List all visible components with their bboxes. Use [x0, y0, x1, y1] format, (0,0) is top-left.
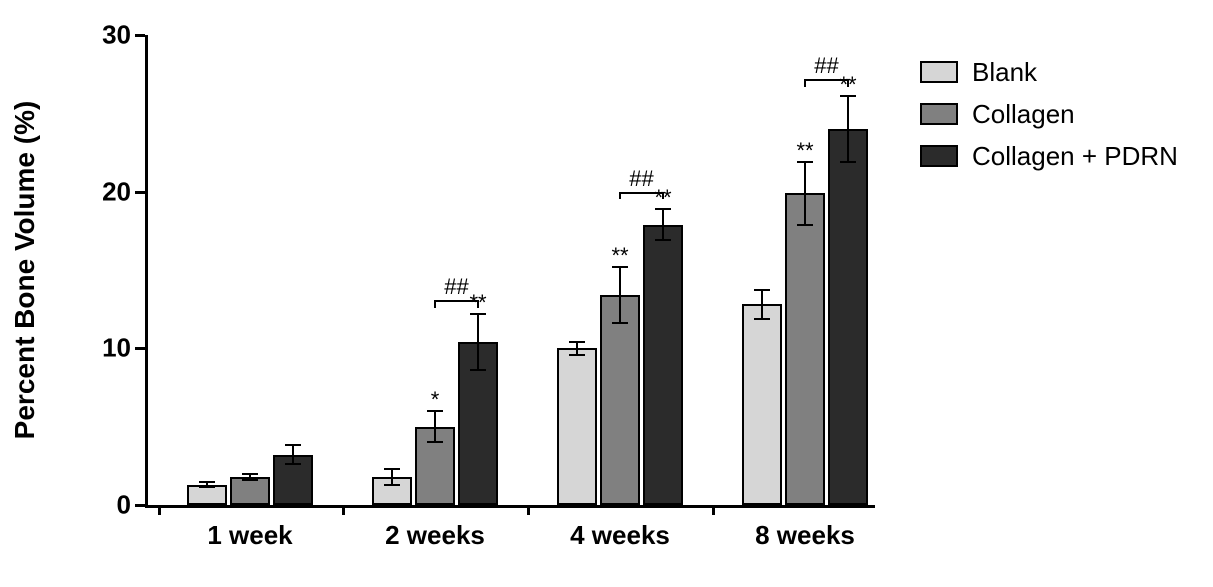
y-tick: [135, 504, 145, 507]
error-bar: [847, 96, 849, 162]
bracket: [804, 79, 806, 87]
error-bar: [477, 314, 479, 370]
error-cap: [754, 289, 770, 291]
legend-label: Collagen + PDRN: [972, 141, 1178, 172]
x-category-label: 4 weeks: [570, 520, 670, 551]
y-tick-label: 0: [71, 490, 131, 521]
error-cap: [285, 444, 301, 446]
error-cap: [655, 239, 671, 241]
bracket: [477, 300, 479, 308]
legend-item: Collagen + PDRN: [920, 139, 1178, 173]
x-category-label: 1 week: [207, 520, 292, 551]
bar-collagen: [600, 295, 640, 505]
legend-swatch: [920, 103, 958, 125]
significance-marker: **: [611, 243, 628, 269]
legend-item: Blank: [920, 55, 1178, 89]
significance-marker: *: [431, 387, 440, 413]
legend-swatch: [920, 61, 958, 83]
bracket: [434, 300, 436, 308]
error-cap: [569, 354, 585, 356]
bar-collagen-pdrn: [828, 129, 868, 505]
error-bar: [804, 162, 806, 225]
x-tick: [342, 505, 345, 515]
error-cap: [612, 322, 628, 324]
bar-blank: [557, 348, 597, 505]
error-cap: [242, 479, 258, 481]
error-cap: [199, 481, 215, 483]
error-bar: [662, 209, 664, 240]
y-tick: [135, 191, 145, 194]
error-cap: [797, 224, 813, 226]
bracket-label: ##: [444, 274, 468, 300]
bar-blank: [742, 304, 782, 505]
bracket: [847, 79, 849, 87]
y-tick: [135, 347, 145, 350]
legend-label: Blank: [972, 57, 1037, 88]
bracket-label: ##: [814, 53, 838, 79]
error-cap: [384, 468, 400, 470]
y-axis: [145, 35, 148, 508]
error-cap: [427, 441, 443, 443]
bracket: [620, 192, 663, 194]
bracket: [662, 192, 664, 200]
significance-marker: **: [796, 138, 813, 164]
bar-collagen: [230, 477, 270, 505]
error-bar: [619, 267, 621, 323]
chart-container: Percent Bone Volume (%): [0, 0, 1213, 587]
error-bar: [434, 411, 436, 442]
error-cap: [470, 369, 486, 371]
bracket: [435, 300, 478, 302]
x-tick: [527, 505, 530, 515]
y-axis-title: Percent Bone Volume (%): [9, 101, 41, 440]
error-cap: [384, 484, 400, 486]
error-cap: [754, 318, 770, 320]
legend-label: Collagen: [972, 99, 1075, 130]
plot-area: ***********######: [145, 35, 875, 505]
x-tick: [158, 505, 161, 515]
legend: Blank Collagen Collagen + PDRN: [920, 55, 1178, 181]
x-axis: [145, 505, 875, 508]
x-category-label: 8 weeks: [755, 520, 855, 551]
legend-swatch: [920, 145, 958, 167]
y-tick: [135, 34, 145, 37]
bar-collagen-pdrn: [643, 225, 683, 505]
bar-collagen: [785, 193, 825, 505]
y-tick-label: 10: [71, 333, 131, 364]
error-cap: [840, 161, 856, 163]
error-cap: [242, 473, 258, 475]
error-cap: [285, 463, 301, 465]
x-tick: [712, 505, 715, 515]
y-tick-label: 20: [71, 176, 131, 207]
error-cap: [199, 486, 215, 488]
legend-item: Collagen: [920, 97, 1178, 131]
bracket-label: ##: [629, 166, 653, 192]
error-bar: [761, 290, 763, 318]
y-tick-label: 30: [71, 20, 131, 51]
x-category-label: 2 weeks: [385, 520, 485, 551]
error-bar: [292, 445, 294, 464]
bracket: [619, 192, 621, 200]
error-bar: [391, 469, 393, 485]
bracket: [805, 79, 848, 81]
error-cap: [569, 341, 585, 343]
